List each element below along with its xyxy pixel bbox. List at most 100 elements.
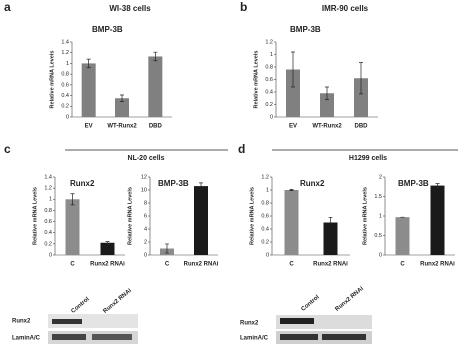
y-axis-label: Relative mRNA Levels [49, 51, 55, 109]
x-tick-label: C [289, 262, 294, 268]
y-axis-label: Relative mRNA Levels [127, 187, 133, 245]
blot-band [92, 334, 132, 340]
error-bar [86, 58, 91, 69]
y-tick-label: 1.2 [44, 186, 52, 192]
panel-letter: c [4, 142, 11, 156]
y-tick-label: 10 [141, 187, 147, 193]
y-tick-label: 0.8 [261, 200, 269, 206]
error-bar [359, 62, 363, 95]
x-tick-label: Runx2 RNAi [313, 262, 348, 268]
y-tick-label: 0.6 [44, 219, 52, 225]
blot-row-label: Runx2 [12, 319, 31, 325]
x-tick-label: C [400, 262, 405, 268]
y-tick-label: 0.2 [44, 241, 52, 247]
y-tick-label: 0.4 [61, 93, 69, 99]
x-tick-label: Runx2 RNAi [420, 262, 455, 268]
blot-band [52, 334, 86, 340]
y-tick-label: 0 [266, 252, 269, 258]
blot-membrane [48, 314, 138, 328]
y-axis-label: Relative mRNA Levels [249, 187, 255, 245]
blot-row-label: LaminA/C [240, 336, 269, 342]
x-tick-label: WT-Runx2 [107, 124, 137, 130]
y-tick-label: 8 [144, 200, 147, 206]
y-tick-label: 1.4 [44, 174, 52, 180]
chart-title: BMP-3B [158, 179, 189, 188]
y-tick-label: 1.2 [265, 39, 273, 45]
bar [115, 98, 129, 117]
y-tick-label: 1 [49, 197, 52, 203]
chart-title: BMP-3B [92, 25, 123, 34]
error-bar [70, 193, 75, 206]
bar [323, 222, 338, 255]
y-tick-label: 1 [270, 52, 273, 58]
y-tick-label: 0 [270, 114, 273, 120]
y-tick-label: 1 [266, 187, 269, 193]
error-bar [199, 182, 203, 190]
panel-letter: a [4, 0, 11, 14]
error-bar [325, 86, 329, 100]
blot-lane-label: Control [300, 294, 320, 313]
y-tick-label: 0.2 [265, 102, 273, 108]
error-bar [291, 51, 295, 88]
y-tick-label: 0 [144, 252, 147, 258]
y-tick-label: 1.2 [61, 50, 69, 56]
y-tick-label: 0 [66, 114, 69, 120]
y-tick-label: 0.8 [265, 64, 273, 70]
y-tick-label: 6 [144, 213, 147, 219]
y-tick-label: 4 [144, 226, 147, 232]
bar [81, 63, 96, 117]
error-bar [153, 51, 158, 62]
y-tick-label: 2 [144, 239, 147, 245]
blot-row-label: Runx2 [240, 321, 259, 327]
error-bar [165, 243, 169, 254]
bar [395, 217, 410, 255]
y-axis-label: Relative mRNA Levels [362, 187, 368, 245]
cell-label: NL-20 cells [128, 155, 165, 162]
bar [284, 190, 299, 255]
bar [286, 69, 300, 117]
bar [430, 185, 445, 255]
y-tick-label: 1 [66, 61, 69, 67]
chart-title: BMP-3B [290, 25, 321, 34]
cell-label: H1299 cells [349, 155, 387, 162]
chart-title: Runx2 [300, 179, 325, 188]
x-tick-label: C [165, 262, 170, 268]
y-tick-label: 1.2 [261, 174, 269, 180]
blot-lane-label: Runx2 RNAi [334, 286, 365, 313]
bar [100, 242, 115, 255]
bar [65, 199, 80, 255]
blot-row-label: LaminA/C [12, 336, 41, 342]
y-tick-label: 2 [379, 174, 382, 180]
chart-title: Runx2 [70, 179, 95, 188]
blot-lane-label: Runx2 RNAi [102, 288, 133, 315]
y-tick-label: 0.4 [44, 230, 52, 236]
blot-lane-label: Control [70, 296, 90, 315]
x-tick-label: C [70, 262, 75, 268]
y-tick-label: 1.5 [374, 194, 382, 200]
chart-title: BMP-3B [398, 179, 429, 188]
x-tick-label: WT-Runx2 [312, 124, 342, 130]
blot-band [52, 319, 82, 324]
y-tick-label: 0 [379, 252, 382, 258]
y-tick-label: 0.6 [265, 77, 273, 83]
cell-label: IMR-90 cells [322, 4, 369, 13]
bar [354, 78, 368, 117]
error-bar [328, 216, 333, 229]
blot-band [322, 334, 366, 340]
bar [148, 56, 163, 117]
cell-label: WI-38 cells [109, 4, 151, 13]
y-axis-label: Relative mRNA Levels [253, 51, 259, 109]
y-tick-label: 0.4 [265, 89, 273, 95]
y-tick-label: 1 [379, 213, 382, 219]
y-tick-label: 0.8 [61, 72, 69, 78]
y-tick-label: 0.2 [261, 239, 269, 245]
blot-band [280, 334, 318, 340]
y-tick-label: 12 [141, 174, 147, 180]
panel-letter: b [240, 0, 247, 14]
x-tick-label: EV [289, 124, 297, 130]
error-bar [120, 94, 124, 102]
panel-letter: d [238, 142, 245, 156]
y-tick-label: 0.4 [261, 226, 269, 232]
y-tick-label: 1.4 [61, 39, 69, 45]
